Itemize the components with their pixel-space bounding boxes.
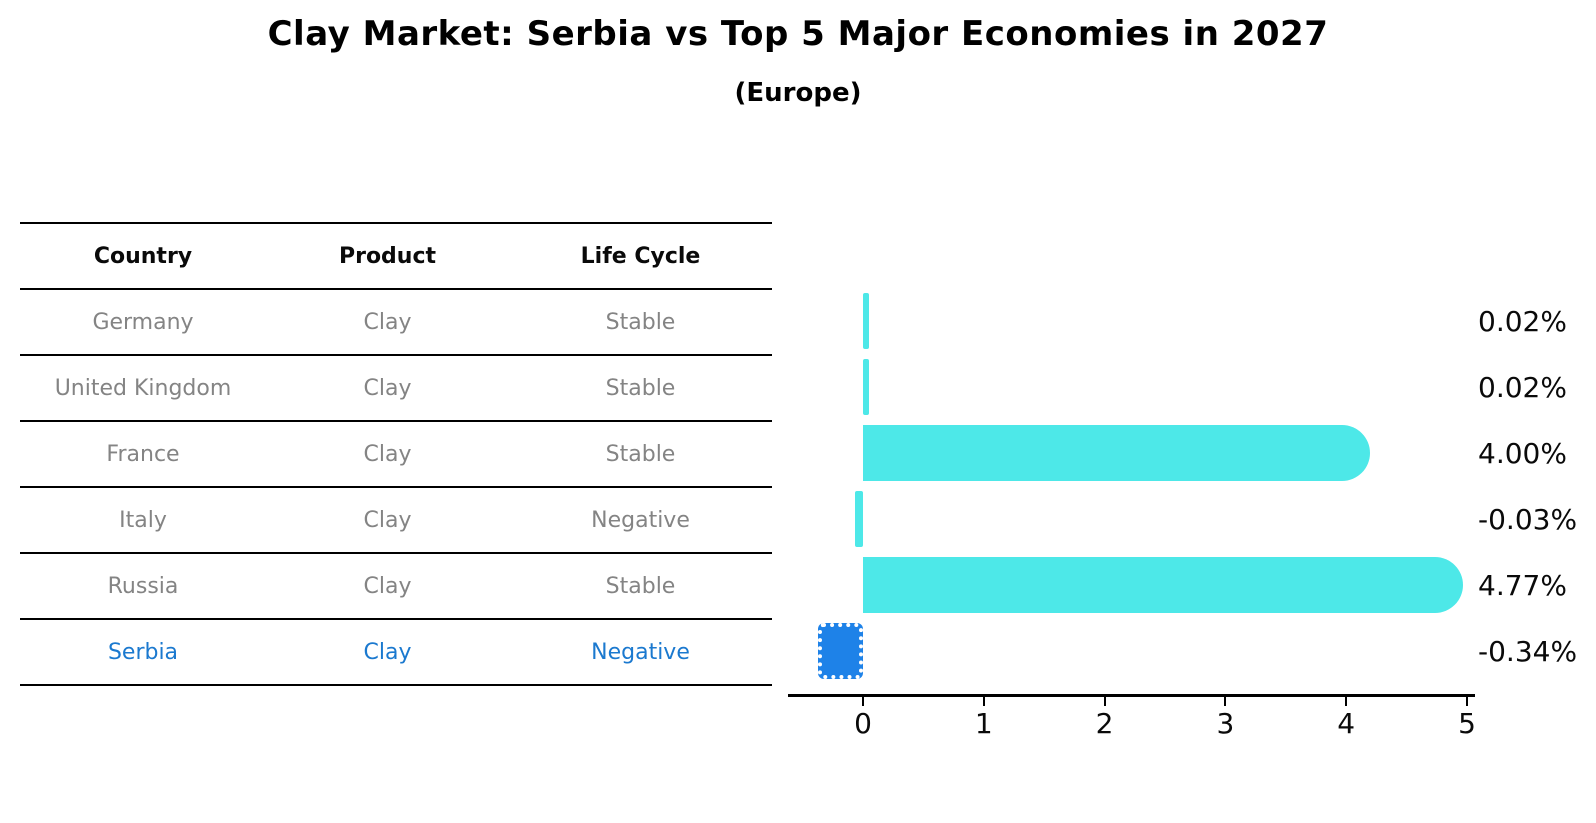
life-cycle-cell: Stable [605,309,676,335]
product-cell: Clay [363,375,412,401]
table-row-italy: Italy Clay Negative [20,488,772,554]
x-axis-tick [862,696,864,706]
x-axis-line [788,694,1475,697]
country-cell: Germany [92,309,194,335]
table-row-germany: Germany Clay Stable [20,290,772,356]
bar-value-label: 0.02% [1478,370,1567,404]
table-header-life-cycle: Life Cycle [580,243,701,269]
bar-serbia [817,623,863,679]
bar-value-label: -0.34% [1478,634,1578,668]
country-cell: United Kingdom [54,375,232,401]
x-axis-tick-label: 2 [1095,707,1114,740]
life-cycle-cell: Negative [591,507,690,533]
product-cell: Clay [363,573,412,599]
x-axis-tick [1224,696,1227,706]
table-header-row: Country Product Life Cycle [20,224,772,290]
country-cell: Serbia [107,639,179,665]
life-cycle-cell: Negative [591,639,690,665]
country-cell: Russia [107,573,179,599]
bar-value-label: 4.00% [1478,436,1567,470]
x-axis-tick [982,696,985,706]
bar-russia [863,557,1464,613]
x-axis-tick [1466,696,1468,706]
country-table: Country Product Life Cycle Germany Clay St… [20,222,772,686]
product-cell: Clay [363,309,412,335]
chart-title: Clay Market: Serbia vs Top 5 Major Econo… [267,14,1329,54]
bar-value-label: 4.77% [1478,568,1567,602]
bar-germany [863,293,870,349]
x-axis-tick [1103,696,1106,706]
x-axis-tick-label: 4 [1337,707,1356,740]
x-axis-tick-label: 1 [974,707,993,740]
country-cell: France [106,441,180,467]
life-cycle-cell: Stable [605,441,676,467]
life-cycle-cell: Stable [605,573,676,599]
product-cell: Clay [363,441,412,467]
bar-france [863,425,1371,481]
table-row-russia: Russia Clay Stable [20,554,772,620]
country-cell: Italy [119,507,167,533]
life-cycle-cell: Stable [605,375,676,401]
table-row-united-kingdom: United Kingdom Clay Stable [20,356,772,422]
product-cell: Clay [363,639,412,665]
table-header-country: Country [93,243,193,269]
x-axis-tick-label: 3 [1216,707,1235,740]
table-header-product: Product [338,243,437,269]
product-cell: Clay [363,507,412,533]
bar-value-label: 0.02% [1478,304,1567,338]
table-row-serbia: Serbia Clay Negative [20,620,772,684]
bar-italy [855,491,863,547]
x-axis-tick-label: 5 [1458,707,1476,740]
x-axis-tick [1345,696,1348,706]
x-axis-tick-label: 0 [854,707,872,740]
table-body: Germany Clay Stable United Kingdom Clay Stabl… [20,290,772,684]
bar-value-label: -0.03% [1478,502,1578,536]
bar-united-kingdom [863,359,870,415]
chart-subtitle: (Europe) [734,78,862,108]
table-row-france: France Clay Stable [20,422,772,488]
